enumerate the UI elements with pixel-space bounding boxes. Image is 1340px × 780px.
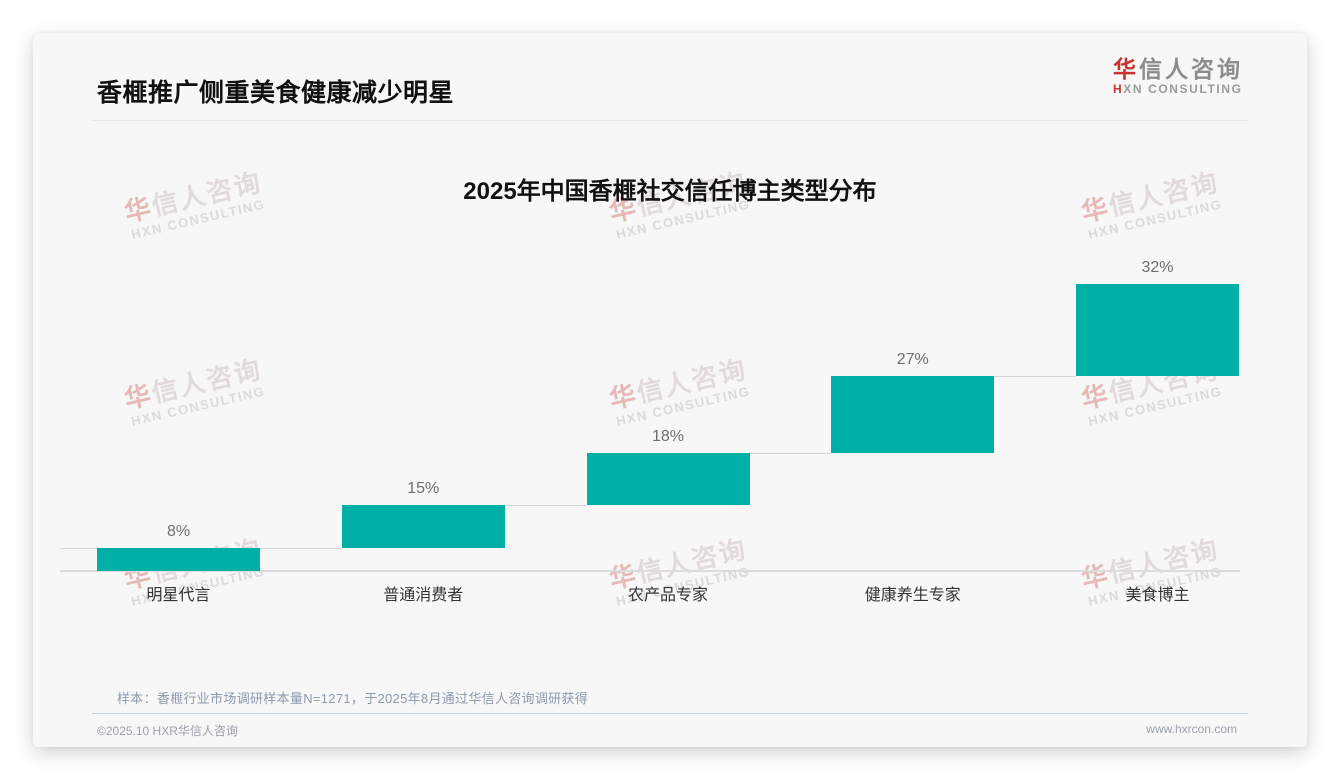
bar-value-label: 27% (896, 350, 929, 368)
waterfall-bar (586, 453, 750, 505)
step-connector-line (994, 375, 1076, 377)
bar-value-label: 15% (407, 479, 440, 497)
category-label: 农产品专家 (627, 587, 708, 604)
footer-divider (92, 713, 1248, 714)
category-label: 明星代言 (146, 587, 211, 604)
waterfall-chart: 8% 明星代言 15% 普通消费者 18% 农产品专家 27% 健康养生专家 32% 美食博主 (33, 33, 1307, 747)
step-connector-line (60, 548, 97, 550)
category-label: 美食博主 (1125, 587, 1190, 604)
chart-title: 2025年中国香榧社交信任博主类型分布 (463, 178, 877, 205)
waterfall-bar (831, 375, 995, 454)
logo-chinese-text: 华信人咨询 (1113, 56, 1243, 82)
page-title: 香榧推广侧重美食健康减少明星 (97, 79, 455, 107)
x-axis-line (60, 570, 1240, 572)
company-logo: 华信人咨询 HXN CONSULTING (1113, 56, 1243, 97)
website-url: www.hxrcon.com (1146, 722, 1237, 736)
waterfall-bar (341, 504, 505, 549)
bar-value-label: 32% (1141, 259, 1174, 276)
bar-value-label: 18% (651, 428, 685, 446)
bar-value-label: 8% (166, 523, 191, 541)
step-connector-line (260, 548, 342, 550)
logo-english-text: HXN CONSULTING (1113, 82, 1243, 97)
step-connector-line (749, 453, 832, 455)
copyright-text: ©2025.10 HXR华信人咨询 (97, 724, 238, 738)
waterfall-bar (97, 548, 260, 571)
header-divider (92, 120, 1248, 121)
category-label: 健康养生专家 (864, 587, 961, 604)
report-card: 华信人咨询 HXN CONSULTING 华信人咨询 HXN CONSULTING 华信… (33, 33, 1307, 747)
step-connector-line (504, 504, 587, 506)
waterfall-bar (1076, 284, 1239, 376)
category-label: 普通消费者 (383, 587, 464, 604)
sample-footnote: 样本：香榧行业市场调研样本量N=1271，于2025年8月通过华信人咨询调研获得 (117, 691, 589, 706)
